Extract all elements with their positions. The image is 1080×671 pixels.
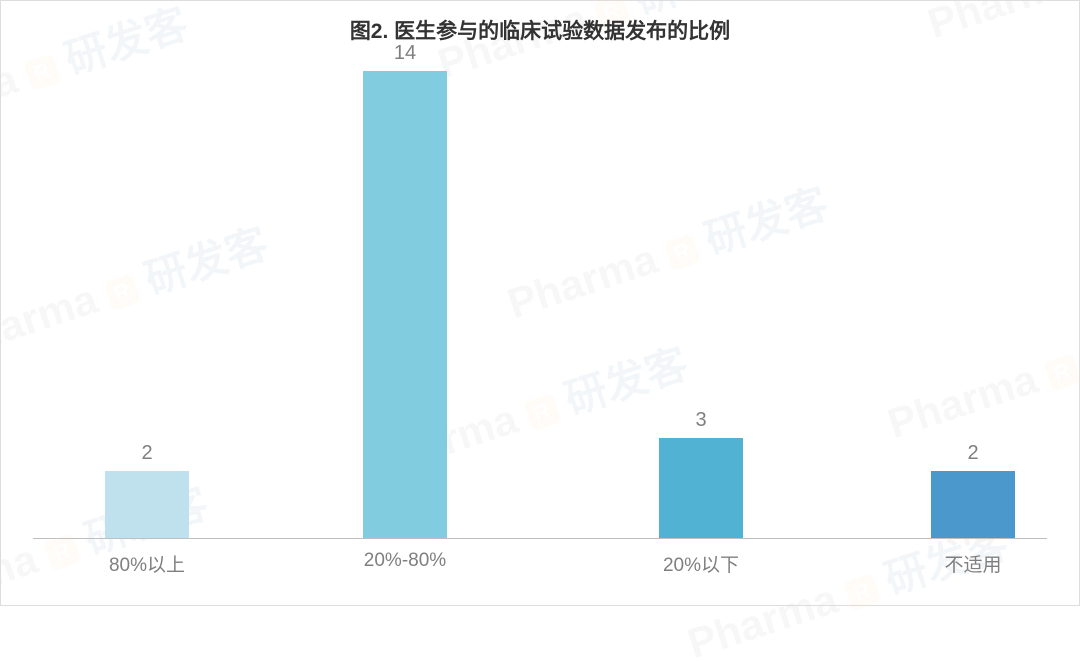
x-axis-label: 20%以下 — [601, 550, 801, 577]
plot-area: 280%以上1420%-80%320%以下2不适用 — [33, 57, 1047, 539]
x-axis-label: 不适用 — [873, 550, 1073, 577]
bar — [659, 438, 743, 538]
bar-chart: 图2. 医生参与的临床试验数据发布的比例 2 80%以上 14 20%-80% 3 20%… — [0, 0, 1080, 606]
bar-value-label: 2 — [105, 442, 189, 465]
chart-title: 图2. 医生参与的临床试验数据发布的比例 — [1, 1, 1079, 55]
x-axis-label: 80%以上 — [47, 550, 247, 577]
bar-value-label: 2 — [931, 442, 1015, 465]
bar — [363, 71, 447, 538]
bar-value-label: 3 — [659, 409, 743, 432]
x-axis-label: 20%-80% — [305, 550, 505, 572]
bar-value-label: 14 — [363, 42, 447, 65]
bar — [931, 471, 1015, 538]
bar — [105, 471, 189, 538]
